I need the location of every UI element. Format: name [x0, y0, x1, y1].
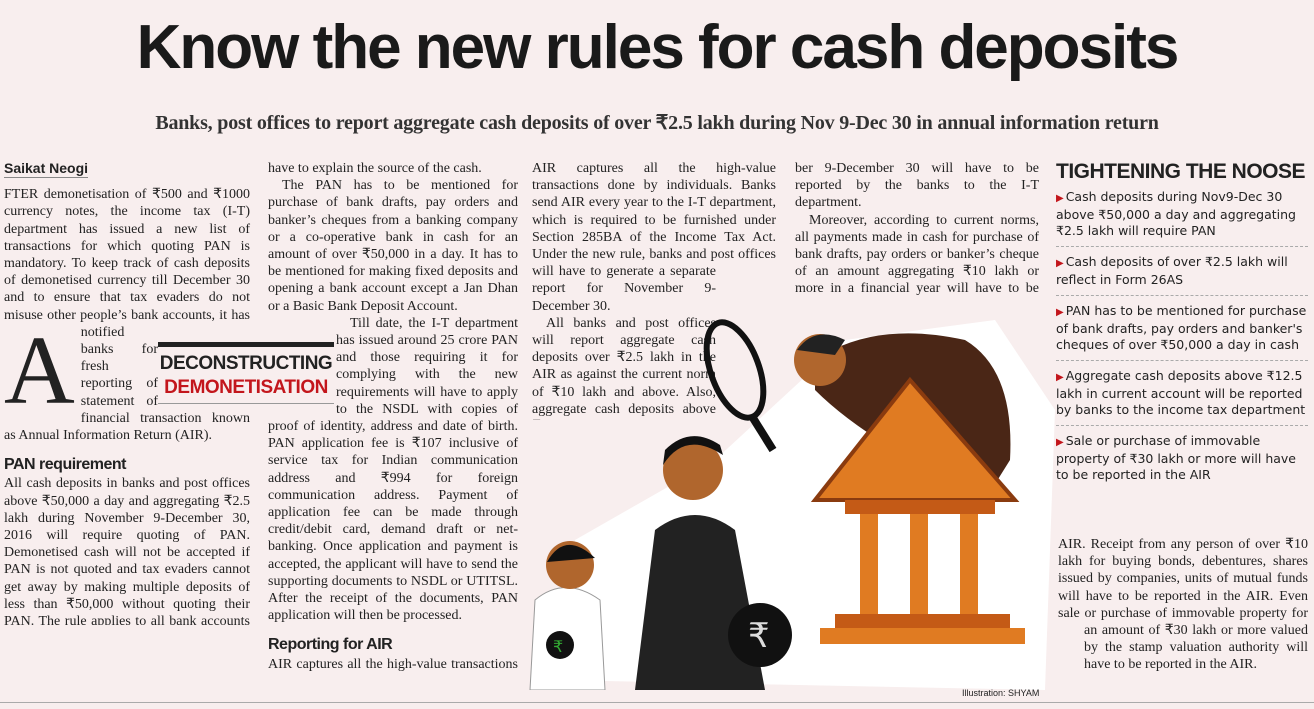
- list-item: ▶ PAN has to be mentioned for purchase of…: [1056, 300, 1308, 361]
- rupee-icon: ₹: [748, 616, 770, 656]
- paragraph: AIR captures all the high-value transact…: [268, 656, 518, 672]
- bottom-rule: [0, 702, 1314, 703]
- sidebar-title: TIGHTENING THE NOOSE: [1056, 160, 1306, 183]
- byline: Saikat Neogi: [4, 160, 89, 179]
- headline: Know the new rules for cash deposits: [136, 13, 1180, 82]
- column-4: ber 9-December 30 will have to be report…: [795, 160, 1039, 300]
- list-item-text: Cash deposits of over ₹2.5 lakh will ref…: [1056, 254, 1288, 287]
- illustration: ₹ ₹: [529, 319, 1055, 690]
- list-item-text: PAN has to be mentioned for purchase of …: [1056, 303, 1307, 352]
- column-1: Saikat Neogi A FTER demonetisation of ₹5…: [4, 160, 250, 625]
- drop-cap: A: [4, 317, 75, 425]
- money-bag-icon: [546, 631, 574, 659]
- paragraph: FTER demonetisation of ₹500 and ₹1000 cu…: [4, 187, 250, 444]
- bullet-icon: ▶: [1056, 372, 1064, 383]
- magnifying-glass-icon: [703, 319, 767, 421]
- bullet-icon: ▶: [1056, 193, 1064, 204]
- section-label-line2: DEMONETISATION: [164, 377, 328, 398]
- businessman-hair: [663, 436, 723, 465]
- paragraph: AIR captures all the high-value transact…: [532, 161, 776, 314]
- list-item: ▶ Aggregate cash deposits above ₹12.5 lak…: [1056, 365, 1308, 426]
- paragraph: All cash deposits in banks and post offi…: [4, 476, 250, 626]
- bank-step: [835, 614, 1010, 628]
- bank-pillar: [910, 514, 928, 614]
- money-bag-icon: [728, 603, 792, 667]
- section-heading-air: Reporting for AIR: [268, 636, 393, 654]
- bullet-icon: ▶: [1056, 307, 1064, 318]
- bullet-icon: ▶: [1056, 258, 1064, 269]
- list-item: ▶ Cash deposits during Nov9-Dec 30 above …: [1056, 186, 1308, 247]
- list-item-text: Aggregate cash deposits above ₹12.5 lakh…: [1056, 368, 1306, 417]
- illustration-credit: Illustration: SHYAM: [962, 688, 1040, 698]
- magnifying-glass-handle: [749, 415, 777, 453]
- subheadline: Banks, post offices to report aggregate …: [155, 112, 1159, 134]
- column-5: AIR. Receipt from any person of over ₹10…: [1058, 536, 1308, 688]
- list-item-text: Sale or purchase of immovable property o…: [1056, 433, 1297, 482]
- list-item: ▶ Sale or purchase of immovable property …: [1056, 430, 1308, 490]
- sidebar-list: ▶ Cash deposits during Nov9-Dec 30 above …: [1056, 186, 1308, 490]
- sidebar: TIGHTENING THE NOOSE ▶ Cash deposits duri…: [1056, 160, 1308, 494]
- bank-step: [820, 628, 1025, 644]
- investigator-hair: [797, 334, 845, 355]
- bank-beam: [845, 500, 995, 514]
- paragraph: AIR. Receipt from any person of over ₹10…: [1058, 537, 1308, 673]
- businessman-head: [663, 440, 723, 500]
- paragraph: All banks and post offices will report a…: [532, 315, 716, 420]
- boy-hair: [547, 544, 595, 562]
- section-label-box: DECONSTRUCTING DEMONETISATION: [158, 342, 334, 404]
- paragraph: The PAN has to be mentioned for purchase…: [268, 178, 518, 314]
- bullet-icon: ▶: [1056, 437, 1064, 448]
- paragraph: Till date, the I-T department has issued…: [268, 315, 518, 624]
- column-3: AIR captures all the high-value transact…: [532, 160, 776, 420]
- list-item: ▶ Cash deposits of over ₹2.5 lakh will re…: [1056, 251, 1308, 296]
- bank-pillar: [960, 514, 978, 614]
- paragraph: Moreover, according to current norms, al…: [795, 212, 1039, 300]
- section-label-line1: DECONSTRUCTING: [159, 353, 333, 374]
- rupee-icon: ₹: [553, 637, 563, 656]
- list-item-text: Cash deposits during Nov9-Dec 30 above ₹…: [1056, 189, 1296, 238]
- bank-pillar: [860, 514, 878, 614]
- section-heading-pan: PAN requirement: [4, 456, 127, 474]
- paragraph: ber 9-December 30 will have to be report…: [795, 161, 1039, 211]
- column-2: have to explain the source of the cash. …: [268, 160, 518, 673]
- paragraph: have to explain the source of the cash.: [268, 161, 482, 176]
